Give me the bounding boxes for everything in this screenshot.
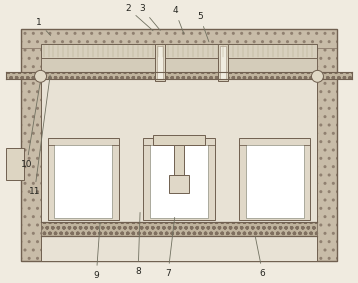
Bar: [150, 145, 208, 218]
Bar: [54, 145, 112, 218]
Text: 6: 6: [255, 236, 266, 278]
Bar: [174, 145, 184, 175]
Bar: [40, 222, 318, 235]
Bar: [318, 48, 337, 261]
Text: 7: 7: [165, 217, 175, 278]
Text: 11: 11: [29, 75, 50, 196]
Bar: [6, 72, 352, 79]
Bar: [155, 44, 165, 81]
Circle shape: [35, 70, 47, 82]
Bar: [239, 138, 310, 220]
Text: 9: 9: [93, 222, 100, 280]
Bar: [21, 48, 40, 261]
Text: 1: 1: [36, 18, 50, 35]
Bar: [153, 135, 205, 145]
Bar: [40, 58, 318, 72]
Bar: [21, 29, 337, 261]
Bar: [6, 148, 24, 180]
Bar: [21, 241, 337, 261]
Text: 10: 10: [21, 83, 40, 170]
Bar: [246, 145, 304, 218]
Text: 2: 2: [125, 4, 153, 31]
Text: 8: 8: [135, 213, 141, 276]
Bar: [21, 29, 337, 48]
Text: 3: 3: [139, 4, 160, 30]
Circle shape: [311, 70, 323, 82]
Bar: [169, 175, 189, 193]
Bar: [40, 44, 318, 58]
Text: 5: 5: [197, 12, 209, 42]
Bar: [143, 138, 215, 220]
Bar: [48, 138, 119, 220]
Bar: [220, 46, 226, 79]
Text: 4: 4: [172, 6, 184, 34]
Bar: [40, 48, 318, 261]
Bar: [218, 44, 228, 81]
Bar: [157, 46, 163, 79]
